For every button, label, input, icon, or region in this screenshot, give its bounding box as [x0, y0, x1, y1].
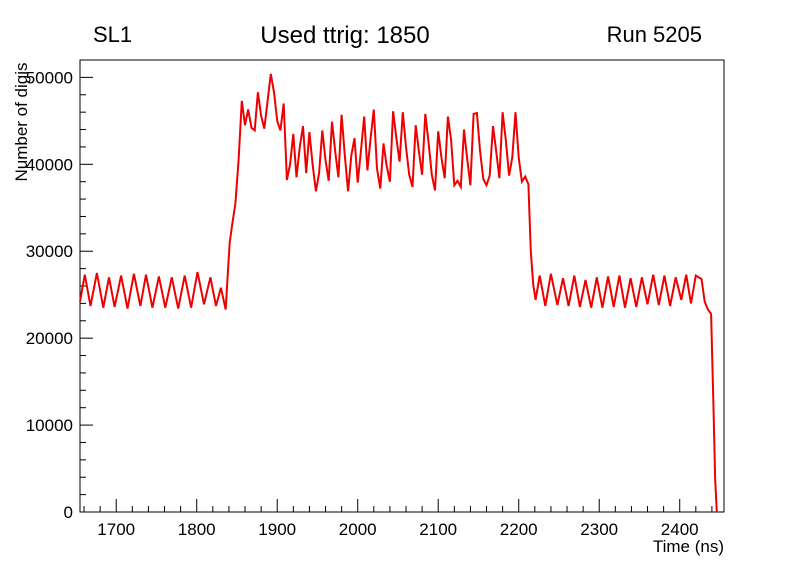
pad-title-left: SL1 [93, 22, 133, 47]
x-tick-label: 2000 [339, 520, 377, 539]
x-tick-label: 2300 [580, 520, 618, 539]
digis-line [79, 73, 718, 513]
y-tick-label: 40000 [26, 155, 73, 174]
x-axis-title: Time (ns) [652, 537, 724, 556]
y-tick-label: 20000 [26, 329, 73, 348]
pad-title-right: Run 5205 [606, 22, 702, 47]
x-tick-label: 1800 [178, 520, 216, 539]
y-tick-label: 50000 [26, 68, 73, 87]
x-tick-label: 1700 [97, 520, 135, 539]
x-tick-label: 2100 [419, 520, 457, 539]
y-axis-title: Number of digis [12, 62, 31, 182]
y-tick-label: 0 [64, 503, 73, 522]
x-tick-label: 2400 [661, 520, 699, 539]
y-tick-label: 10000 [26, 416, 73, 435]
y-tick-label: 30000 [26, 242, 73, 261]
pad-title-center: Used ttrig: 1850 [260, 22, 430, 49]
x-tick-label: 1900 [258, 520, 296, 539]
x-tick-label: 2200 [500, 520, 538, 539]
